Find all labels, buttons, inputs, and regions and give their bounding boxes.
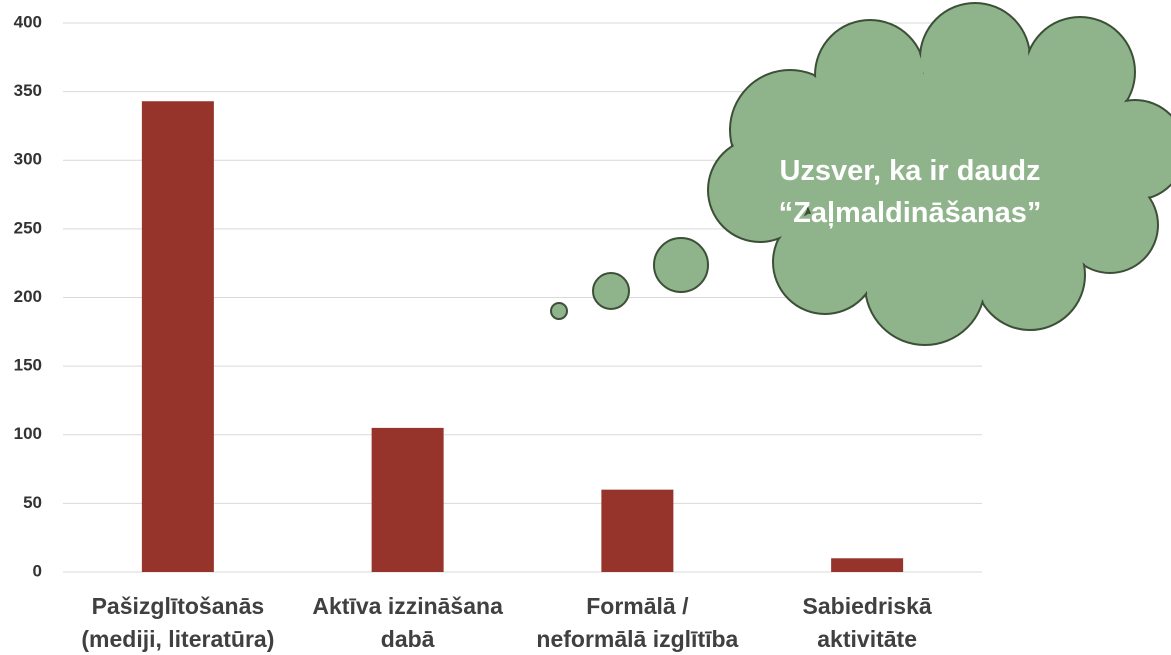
- y-tick-label: 50: [23, 493, 42, 512]
- annotation: Uzsver, ka ir daudz “Zaļmaldināšanas”: [760, 150, 1060, 234]
- thought-bubble: [654, 238, 708, 292]
- y-tick-label: 300: [14, 150, 42, 169]
- x-tick-label: Aktīva izzināšana dabā: [288, 590, 528, 655]
- thought-bubble: [593, 273, 629, 309]
- plot: 0 50 100 150 200 250 300 350 400: [0, 0, 1171, 655]
- y-tick-label: 400: [14, 12, 42, 31]
- y-tick-label: 200: [14, 287, 42, 306]
- y-tick-label: 150: [14, 356, 42, 375]
- x-tick-label: Sabiedriskā aktivitāte: [747, 590, 987, 655]
- y-tick-label: 100: [14, 424, 42, 443]
- x-tick-label: Pašizglītošanās (mediji, literatūra): [58, 590, 298, 655]
- chart: 0 50 100 150 200 250 300 350 400 Uzsver, ka ir d…: [0, 0, 1171, 655]
- y-tick-label: 250: [14, 218, 42, 237]
- thought-bubble: [551, 303, 567, 319]
- bar: [601, 490, 673, 572]
- x-tick-label: Formālā / neformālā izglītība: [517, 590, 757, 655]
- y-tick-label: 0: [33, 561, 42, 580]
- y-tick-label: 350: [14, 81, 42, 100]
- bar: [142, 101, 214, 572]
- bar: [372, 428, 444, 572]
- bar: [831, 558, 903, 572]
